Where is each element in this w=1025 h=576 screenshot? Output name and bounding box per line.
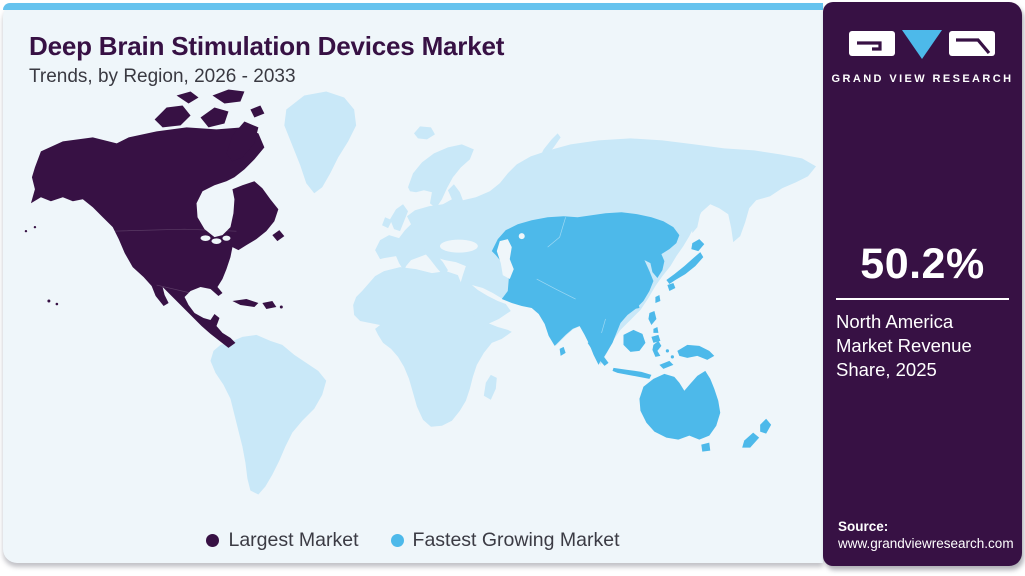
map-panel: Deep Brain Stimulation Devices Market Tr…	[3, 3, 823, 563]
source-url: www.grandviewresearch.com	[838, 536, 1014, 551]
region-north-america	[24, 89, 285, 348]
stat-label: North America Market Revenue Share, 2025	[836, 311, 972, 381]
gvr-logo-text: GRAND VIEW RESEARCH	[831, 73, 1014, 85]
stat-value: 50.2%	[860, 240, 985, 288]
gvr-logo-icon	[848, 30, 995, 59]
fastest-growing-market-dot-icon	[390, 534, 404, 547]
stat-divider	[836, 298, 1009, 300]
sidebar: GRAND VIEW RESEARCH 50.2% North America …	[823, 2, 1022, 566]
legend-label: Fastest Growing Market	[412, 529, 620, 551]
accent-strip	[3, 3, 823, 10]
legend-item-fastest-growing-market: Fastest Growing Market	[390, 529, 620, 552]
legend: Largest Market Fastest Growing Market	[3, 529, 823, 552]
stat-block: 50.2% North America Market Revenue Share…	[836, 240, 1009, 382]
legend-label: Largest Market	[228, 529, 359, 551]
gvr-logo: GRAND VIEW RESEARCH	[823, 28, 1022, 85]
source-block: Source: www.grandviewresearch.com	[838, 519, 1014, 551]
region-asia-pacific	[491, 212, 772, 452]
page-title: Deep Brain Stimulation Devices Market	[29, 31, 505, 61]
inland-seas	[200, 233, 525, 280]
header: Deep Brain Stimulation Devices Market Tr…	[3, 10, 823, 88]
source-label: Source:	[838, 519, 889, 534]
largest-market-dot-icon	[206, 534, 220, 547]
legend-item-largest-market: Largest Market	[206, 529, 359, 552]
page-subtitle: Trends, by Region, 2026 - 2033	[29, 66, 296, 87]
world-map	[24, 89, 817, 495]
